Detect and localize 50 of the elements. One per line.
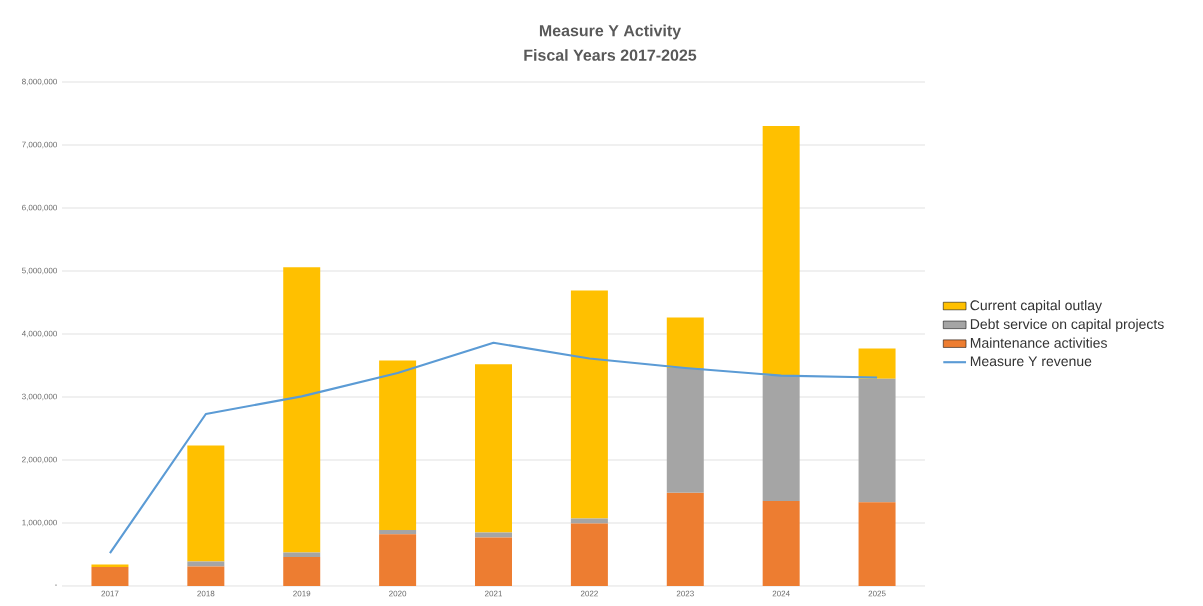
bar: [187, 561, 225, 567]
chart-title: Measure Y Activity: [539, 24, 682, 40]
bar: [283, 552, 321, 558]
bar: [762, 375, 800, 501]
x-tick-label: 2023: [676, 590, 694, 597]
legend-label: Debt service on capital projects: [970, 318, 1164, 332]
y-tick-label: 3,000,000: [22, 393, 57, 401]
y-tick-label: 8,000,000: [22, 78, 57, 86]
bar: [762, 500, 800, 586]
legend-label: Measure Y revenue: [970, 356, 1092, 367]
x-tick-label: 2024: [772, 590, 790, 597]
bar: [379, 529, 417, 535]
bar: [666, 317, 704, 369]
bar: [187, 566, 225, 586]
y-tick-label: -: [54, 584, 57, 586]
y-tick-label: 6,000,000: [22, 204, 57, 212]
line-series: [108, 341, 879, 555]
x-tick-label: 2025: [868, 590, 886, 597]
x-tick-label: 2019: [293, 590, 311, 597]
bar: [379, 360, 417, 530]
y-tick-label: 5,000,000: [22, 267, 57, 275]
bar: [475, 364, 512, 533]
bar: [187, 445, 225, 562]
x-tick-label: 2017: [101, 590, 119, 597]
bar: [570, 523, 608, 586]
y-tick-label: 4,000,000: [21, 330, 57, 338]
bar: [666, 368, 704, 493]
bar: [283, 267, 321, 553]
y-tick-label: 2,000,000: [22, 456, 57, 464]
bar: [475, 537, 512, 586]
bar: [570, 290, 608, 519]
bar: [570, 518, 608, 524]
chart-subtitle: Fiscal Years 2017-2025: [524, 49, 697, 61]
bar: [858, 502, 896, 586]
bar: [379, 534, 417, 586]
y-tick-label: 7,000,000: [22, 141, 57, 149]
bar: [666, 492, 704, 586]
x-tick-label: 2018: [197, 590, 215, 597]
legend-label: Maintenance activities: [970, 337, 1107, 348]
bar: [283, 557, 321, 586]
bar: [858, 348, 896, 379]
bar: [762, 126, 800, 376]
y-tick-label: 1,000,000: [22, 519, 57, 527]
x-tick-label: 2020: [389, 590, 407, 597]
x-tick-label: 2021: [485, 590, 503, 597]
bar: [91, 567, 129, 586]
x-tick-label: 2022: [580, 590, 598, 597]
legend-label: Current capital outlay: [970, 299, 1102, 314]
bar: [858, 378, 896, 503]
bar: [475, 532, 512, 538]
